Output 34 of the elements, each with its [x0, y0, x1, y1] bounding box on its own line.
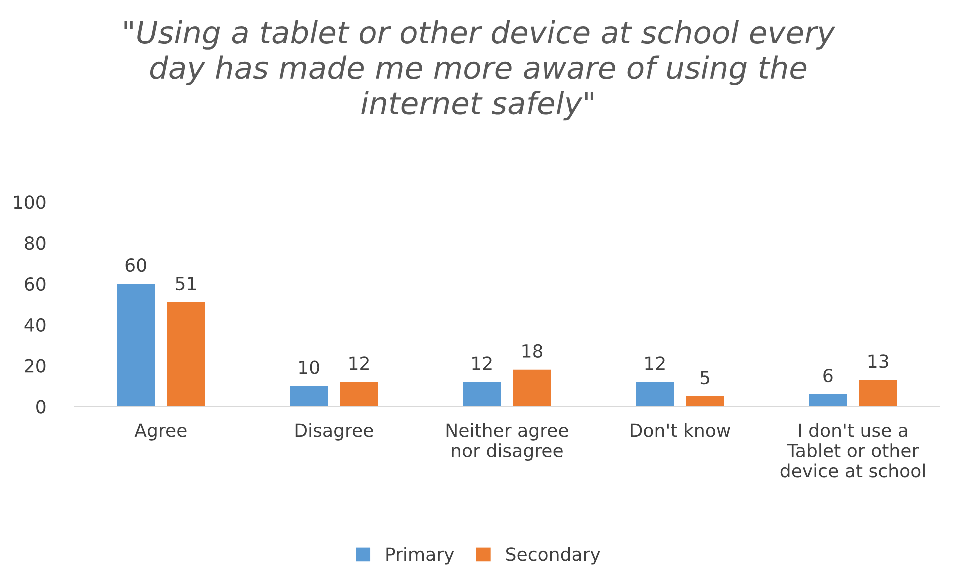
- y-tick-label: 60: [25, 277, 46, 292]
- data-label: 10: [300, 360, 320, 374]
- bar: [117, 284, 156, 407]
- bar: [636, 382, 674, 407]
- data-label: 18: [522, 344, 543, 358]
- bar: [340, 382, 378, 407]
- bar: [513, 370, 552, 407]
- data-label: 12: [472, 356, 492, 370]
- data-label: 12: [350, 356, 369, 370]
- legend-label: Primary: [386, 547, 454, 565]
- data-label: 6: [824, 368, 833, 383]
- data-label: 13: [868, 354, 888, 368]
- x-tick-label: Neither agree nor disagree: [446, 423, 568, 462]
- x-tick-label: Don't know: [631, 423, 730, 438]
- y-tick-label: 20: [25, 359, 46, 373]
- bar: [809, 394, 848, 407]
- data-label: 12: [646, 356, 665, 370]
- bar: [859, 380, 898, 407]
- bar: [167, 302, 206, 407]
- data-label: 60: [126, 258, 146, 272]
- legend-label: Secondary: [506, 547, 600, 565]
- y-tick-label: 0: [36, 400, 46, 414]
- data-label: 5: [700, 371, 710, 385]
- x-tick-label: I don't use a Tablet or other device at school: [780, 423, 925, 478]
- y-tick-label: 40: [24, 318, 46, 332]
- data-label: 51: [176, 277, 196, 291]
- y-tick-label: 80: [25, 236, 46, 250]
- y-tick-label: 100: [14, 196, 46, 210]
- bar: [290, 386, 328, 407]
- bar: [686, 396, 724, 407]
- x-tick-label: Agree: [134, 424, 187, 441]
- x-tick-label: Disagree: [296, 423, 374, 441]
- bar: [463, 382, 502, 407]
- chart-title: "Using a tablet or other device at school every day has made me more aware of using the internet safely": [124, 20, 836, 121]
